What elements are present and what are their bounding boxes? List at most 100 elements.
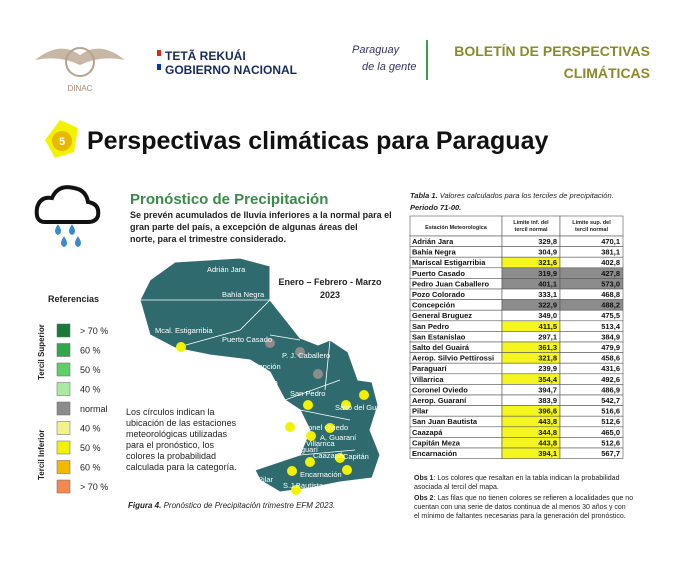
svg-text:Obs 2: Las filas que no tienen: Obs 2: Las filas que no tienen colores s… — [414, 495, 633, 502]
value-cell: 427,8 — [601, 269, 620, 278]
map-label: Concepción — [241, 362, 281, 371]
value-cell: 304,9 — [538, 248, 557, 257]
caption-text: Pronóstico de Precipitación trimestre EF… — [164, 501, 336, 510]
map-label: Capitán — [343, 452, 369, 461]
legend-label: 50 % — [80, 443, 101, 453]
obs-text: el mínimo de faltantes necesarias para l… — [414, 513, 626, 520]
obs-text: : Las filas que no tienen colores se ref… — [433, 495, 633, 502]
station-cell: Aerop. Guaraní — [412, 396, 467, 405]
station-cell: Pedro Juan Caballero — [412, 279, 490, 288]
station-cell: Puerto Casado — [412, 269, 465, 278]
station-cell: Adrián Jara — [412, 237, 454, 246]
value-cell: 512,6 — [601, 417, 620, 426]
description-line: Se prevén acumulados de lluvia inferiore… — [130, 210, 392, 220]
map-label: Salto del Guairá — [335, 403, 390, 412]
value-cell: 361,3 — [538, 343, 557, 352]
period: 2023 — [320, 290, 340, 300]
value-cell: 516,6 — [601, 407, 620, 416]
legend-label: 40 % — [80, 424, 101, 434]
obs-text: cuentan con una serie de datos continua … — [414, 504, 626, 511]
note-line: ubicación de las estaciones — [126, 418, 237, 428]
bulletin-title: CLIMÁTICAS — [564, 65, 650, 81]
legend-label: 40 % — [80, 385, 101, 395]
value-cell: 411,5 — [539, 322, 557, 331]
legend-label: > 70 % — [80, 326, 108, 336]
map-label: Encarnación — [300, 470, 342, 479]
legend-swatch — [56, 382, 71, 396]
station-cell: Bahía Negra — [412, 248, 457, 257]
station-cell: Mariscal Estigarribia — [412, 258, 486, 267]
value-cell: 513,4 — [601, 322, 621, 331]
value-cell: 465,0 — [601, 428, 620, 437]
header-text: Limite inf. del tercil normal — [513, 220, 549, 233]
legend-label: 60 % — [80, 346, 101, 356]
map-label: P. J. Caballero — [282, 351, 330, 360]
value-cell: 329,8 — [538, 237, 557, 246]
table-caption: Valores calculados para los terciles de … — [440, 191, 614, 200]
value-cell: 475,5 — [601, 311, 620, 320]
gov-line: TETÃ REKUÁI — [165, 48, 246, 63]
header-text: Estación Meteorologica — [425, 225, 488, 231]
value-cell: 542,7 — [601, 396, 620, 405]
legend-swatch — [56, 401, 71, 416]
value-cell: 468,8 — [601, 290, 620, 299]
value-cell: 384,9 — [601, 332, 620, 341]
station-cell: Salto del Guairá — [412, 343, 470, 352]
obs-label: Obs 2 — [414, 495, 434, 502]
map-label: Puerto Casado — [222, 335, 272, 344]
map-label: Pilar — [258, 475, 274, 484]
value-cell: 443,8 — [538, 417, 557, 426]
note-line: Los círculos indican la — [126, 407, 215, 417]
logo-text: DINAC — [68, 84, 93, 93]
value-cell: 381,1 — [601, 248, 620, 257]
value-cell: 431,6 — [601, 364, 620, 373]
note-line: colores la probabilidad — [126, 451, 216, 461]
station-cell: Concepción — [412, 301, 455, 310]
station-cell: General Bruguez — [412, 311, 472, 320]
station-cell: Pilar — [412, 407, 428, 416]
legend-swatch — [56, 323, 71, 338]
station-cell: Encarnación — [412, 449, 457, 458]
legend-swatch — [56, 440, 71, 455]
slogan: de la gente — [362, 61, 416, 73]
station-cell: San Juan Bautista — [412, 417, 478, 426]
map-label: San Pedro — [290, 389, 325, 398]
value-cell: 458,6 — [601, 354, 620, 363]
legend-label: 60 % — [80, 463, 101, 473]
description-line: gran parte del país, a excepción de algu… — [130, 222, 358, 232]
value-cell: 297,1 — [538, 332, 557, 341]
value-cell: 486,9 — [601, 385, 620, 394]
table-caption-label: Tabla 1. — [410, 191, 438, 200]
value-cell: 394,1 — [538, 449, 557, 458]
station-cell: Aerop. Silvio Pettirossi — [412, 354, 494, 363]
value-cell: 402,8 — [601, 258, 620, 267]
caption-label: Figura 4. — [128, 501, 161, 510]
obs-label: Obs 1 — [414, 475, 434, 482]
value-cell: 470,1 — [601, 237, 620, 246]
map-label: Caazapá — [313, 451, 344, 460]
note-line: meteorológicas utilizadas — [126, 429, 228, 439]
section-title: Perspectivas climáticas para Paraguay — [87, 127, 548, 155]
forecast-heading: Pronóstico de Precipitación — [130, 191, 328, 208]
period: Enero – Febrero - Marzo — [278, 277, 382, 287]
legend-swatch — [56, 460, 71, 474]
value-cell: 354,4 — [538, 375, 558, 384]
svg-text:Figura 4. Pronóstico de Precip: Figura 4. Pronóstico de Precipitación tr… — [128, 501, 335, 510]
header-cell — [559, 215, 624, 237]
value-cell: 322,9 — [538, 301, 557, 310]
map-label: Coronel Oviedo — [296, 423, 348, 432]
station-cell: Caazapá — [412, 428, 443, 437]
station-cell: San Pedro — [412, 322, 450, 331]
value-cell: 319,9 — [538, 269, 557, 278]
slogan: Paraguay — [352, 44, 401, 56]
bulletin-title: BOLETÍN DE PERSPECTIVAS — [454, 43, 650, 59]
header-cell — [501, 215, 561, 237]
section-number: 5 — [59, 136, 65, 148]
map-label: A. Guaraní — [320, 433, 357, 442]
legend-swatch — [56, 421, 71, 435]
svg-text:Obs 1: Los colores que resalta: Obs 1: Los colores que resaltan en la ta… — [414, 475, 620, 482]
map-label: Mcal. Estigarribia — [155, 326, 213, 335]
value-cell: 443,8 — [538, 438, 557, 447]
